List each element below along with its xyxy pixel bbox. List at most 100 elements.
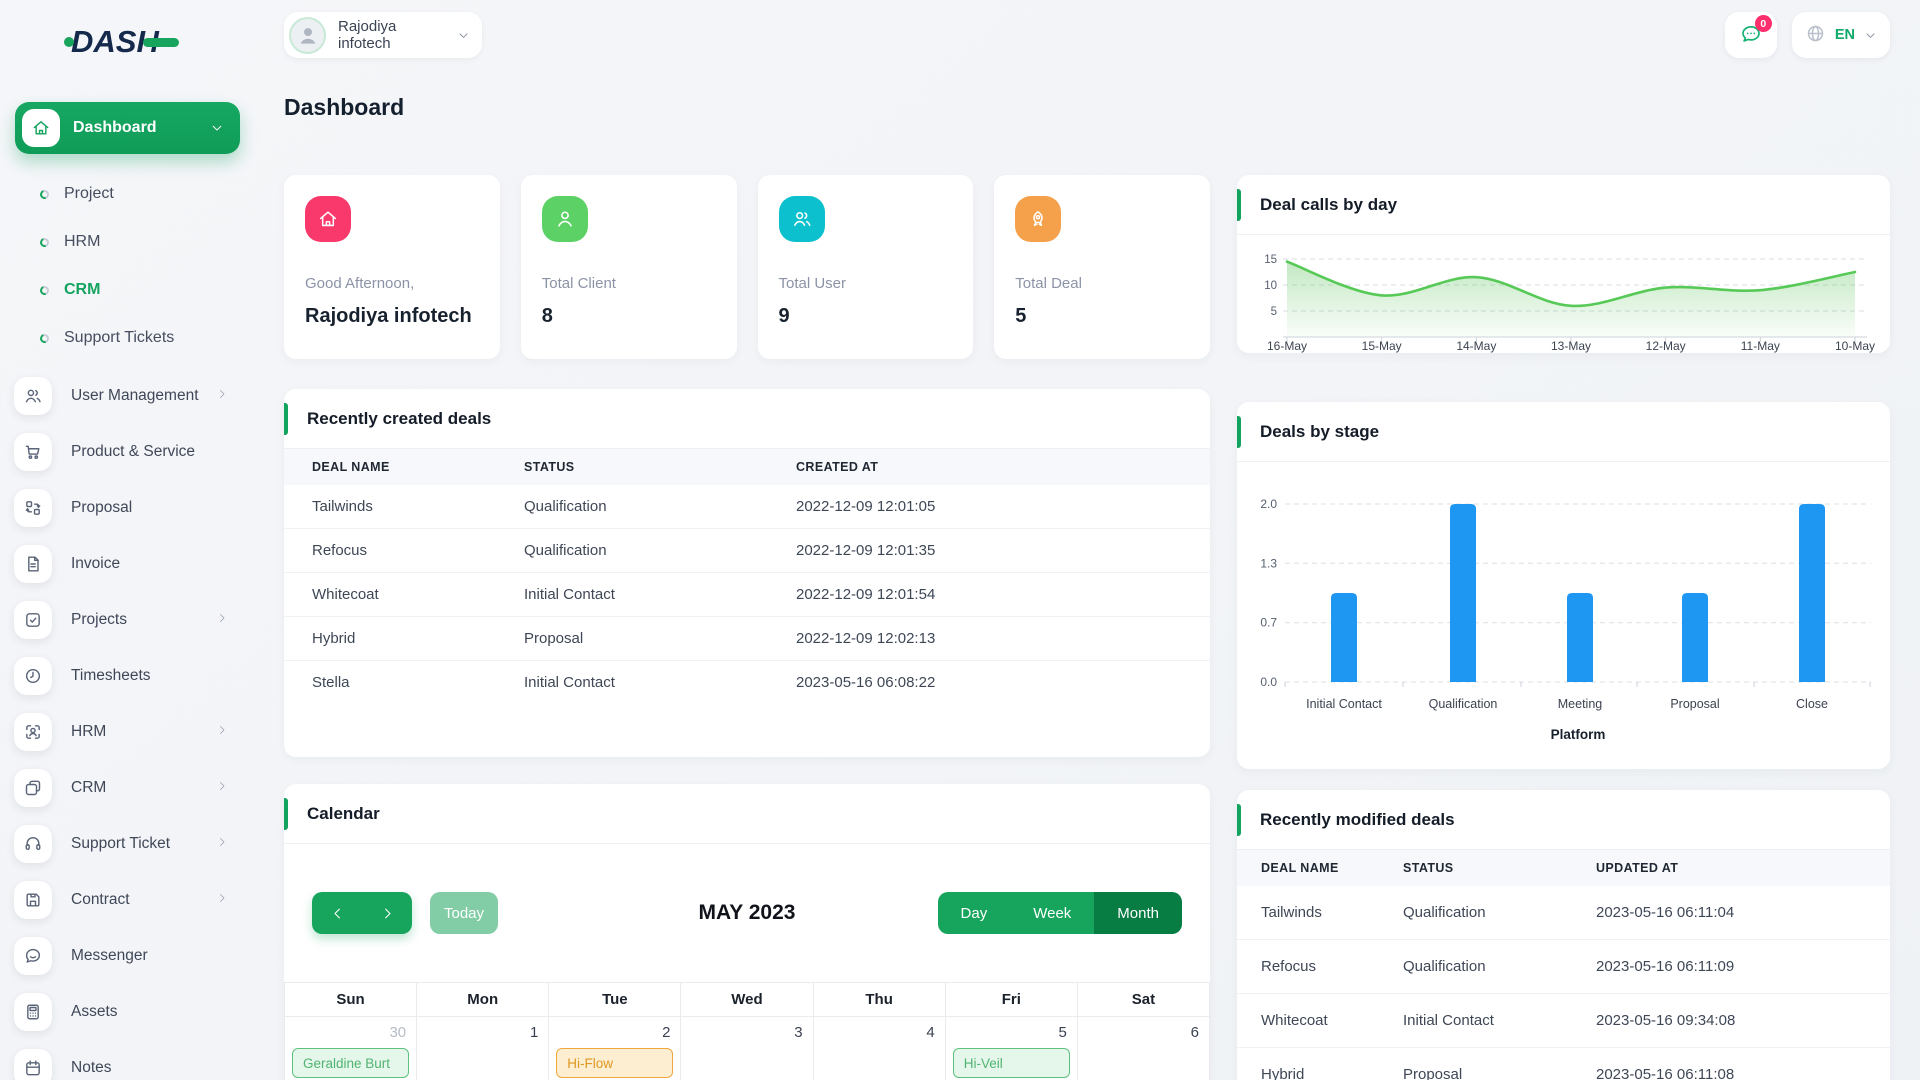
sidebar-subitem-label: HRM (64, 233, 101, 250)
svg-text:5: 5 (1271, 306, 1277, 318)
cart-icon (14, 433, 52, 471)
table-header-row: DEAL NAME STATUS CREATED AT (284, 449, 1210, 485)
calendar-day-6[interactable]: 6 (1078, 1017, 1210, 1080)
bullet-icon (38, 284, 51, 296)
chevron-right-icon (216, 611, 228, 629)
calendar-view-week[interactable]: Week (1010, 892, 1095, 934)
globe-icon (1805, 23, 1826, 47)
sidebar-item-contract[interactable]: Contract (0, 872, 260, 928)
sidebar-item-label: Proposal (71, 499, 133, 516)
calendar-day-5[interactable]: 5 Hi-Veil (946, 1017, 1078, 1080)
sidebar-subitem-crm[interactable]: CRM (0, 266, 260, 314)
card-title: Deal calls by day (1260, 194, 1398, 214)
stat-card-total-user: Total User 9 (757, 175, 974, 359)
calendar-grid: Sun Mon Tue Wed Thu Fri Sat 30 Geraldine Burt 1 2 H… (284, 982, 1210, 1080)
bullet-icon (38, 332, 51, 344)
chevron-down-icon (457, 29, 470, 42)
table-cell: Proposal (1403, 1047, 1596, 1080)
stat-label: Good Afternoon, (305, 275, 415, 292)
table-cell: Stella (284, 660, 524, 704)
day-number: 5 (1058, 1024, 1067, 1041)
table-row: Whitecoat Initial Contact 2022-12-09 12:01… (284, 572, 1210, 617)
sidebar-item-projects[interactable]: Projects (0, 592, 260, 648)
chevron-right-icon (216, 387, 228, 405)
day-number: 6 (1190, 1024, 1199, 1041)
sidebar-subitem-support-tickets[interactable]: Support Tickets (0, 314, 260, 362)
messages-button[interactable]: 0 (1724, 12, 1777, 58)
calendar-day-1[interactable]: 1 (417, 1017, 550, 1080)
stat-label: Total Client (541, 275, 616, 292)
day-number: 2 (662, 1024, 671, 1041)
hrm-icon (14, 713, 52, 751)
sidebar-item-proposal[interactable]: Proposal (0, 480, 260, 536)
calendar-day-3[interactable]: 3 (681, 1017, 814, 1080)
stat-cards: Good Afternoon, Rajodiya infotech Total Cl… (284, 175, 1210, 359)
chevron-right-icon (216, 891, 228, 909)
deals-by-stage-card: Deals by stage 0.0 0.7 1.3 2.0 Initial Conta… (1237, 402, 1890, 769)
table-cell: 2023-05-16 06:08:22 (796, 660, 1210, 704)
sidebar-item-crm[interactable]: CRM (0, 760, 260, 816)
chat-icon (1739, 22, 1763, 49)
calendar-view-day[interactable]: Day (937, 892, 1011, 934)
calendar-nav (312, 892, 412, 934)
svg-text:16-May: 16-May (1267, 339, 1307, 353)
sidebar-item-assets[interactable]: Assets (0, 984, 260, 1040)
sidebar-item-label: Notes (71, 1059, 112, 1076)
user-icon (541, 196, 588, 242)
company-selector[interactable]: Rajodiya infotech (284, 12, 482, 58)
headset-icon (14, 825, 52, 863)
svg-text:Meeting: Meeting (1558, 697, 1603, 711)
brand-logo[interactable]: DASH (64, 24, 260, 60)
stat-card-total-deal: Total Deal 5 (994, 175, 1210, 359)
sidebar-subitem-project[interactable]: Project (0, 170, 260, 218)
rocket-icon (1015, 196, 1062, 242)
calendar-day-4[interactable]: 4 (814, 1017, 946, 1080)
sidebar-item-messenger[interactable]: Messenger (0, 928, 260, 984)
chevron-right-icon (216, 779, 228, 797)
sidebar-item-support-ticket[interactable]: Support Ticket (0, 816, 260, 872)
table-cell: Initial Contact (524, 572, 796, 617)
calendar-today-button[interactable]: Today (430, 892, 498, 934)
table-cell: Whitecoat (1237, 993, 1403, 1048)
logo-dash-icon (142, 37, 179, 47)
sidebar-menu: User Management Product & Service Proposal… (0, 368, 260, 1080)
calendar-event-geraldine-burt[interactable]: Geraldine Burt (292, 1048, 410, 1078)
card-header: Deal calls by day (1237, 175, 1890, 235)
table-cell: Qualification (524, 528, 796, 573)
table-cell: 2022-12-09 12:02:13 (796, 616, 1210, 661)
calendar-next-button[interactable] (362, 892, 412, 934)
weekday-header-thu: Thu (813, 983, 946, 1017)
table-cell: 2022-12-09 12:01:05 (796, 498, 936, 515)
sidebar-item-hrm[interactable]: HRM (0, 704, 260, 760)
svg-text:10-May: 10-May (1835, 339, 1875, 353)
calendar-prev-button[interactable] (312, 892, 362, 934)
sidebar-item-product-service[interactable]: Product & Service (0, 424, 260, 480)
table-cell: Tailwinds (1261, 904, 1322, 921)
language-selector[interactable]: EN (1791, 12, 1890, 58)
stat-value: 8 (541, 305, 553, 327)
sidebar-item-label: CRM (71, 779, 107, 796)
deal-calls-card: Deal calls by day 5 10 15 16-May 15-May 14-Ma… (1237, 175, 1890, 353)
table-cell: Tailwinds (312, 498, 373, 515)
weekday-header-wed: Wed (681, 983, 814, 1017)
calendar-day-2[interactable]: 2 Hi-Flow (549, 1017, 682, 1080)
sidebar-item-label: HRM (71, 723, 107, 740)
table-cell: 2023-05-16 06:11:04 (1596, 904, 1735, 921)
table-row: Hybrid Proposal 2023-05-16 06:11:08 (1237, 1047, 1890, 1080)
svg-text:0.7: 0.7 (1260, 616, 1277, 630)
stat-value: 5 (1015, 305, 1027, 327)
sidebar-item-timesheets[interactable]: Timesheets (0, 648, 260, 704)
calendar-event-hi-veil[interactable]: Hi-Veil (952, 1048, 1070, 1078)
invoice-icon (14, 545, 52, 583)
sidebar-item-notes[interactable]: Notes (0, 1040, 260, 1080)
table-cell: Initial Contact (1403, 993, 1596, 1048)
sidebar-item-dashboard[interactable]: Dashboard (15, 102, 240, 154)
calendar-day-30[interactable]: 30 Geraldine Burt (285, 1017, 418, 1080)
sidebar-subitem-hrm[interactable]: HRM (0, 218, 260, 266)
calendar-toolbar: MAY 2023 Today Day Week Month (312, 892, 1182, 934)
calendar-view-month[interactable]: Month (1094, 892, 1182, 934)
calendar-event-hi-flow[interactable]: Hi-Flow (556, 1048, 674, 1078)
sidebar-item-user-management[interactable]: User Management (0, 368, 260, 424)
table-header-row: DEAL NAME STATUS UPDATED AT (1237, 850, 1890, 886)
sidebar-item-invoice[interactable]: Invoice (0, 536, 260, 592)
